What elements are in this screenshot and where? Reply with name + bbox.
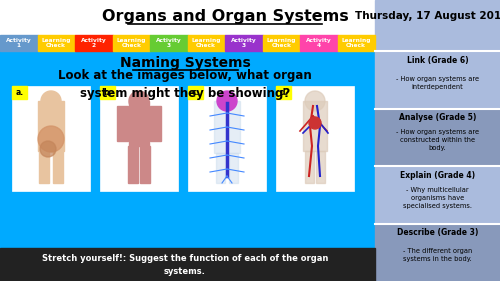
Bar — [229, 153, 238, 183]
Bar — [188, 86, 203, 99]
Bar — [338, 35, 375, 51]
Bar — [112, 35, 150, 51]
Bar — [140, 146, 150, 183]
Text: Learning
Check: Learning Check — [192, 38, 221, 48]
Bar — [300, 35, 338, 51]
Bar — [75, 35, 112, 51]
Text: - How organ systems are
interdependent: - How organ systems are interdependent — [396, 76, 479, 90]
Bar — [316, 151, 325, 183]
Text: Naming Systems: Naming Systems — [120, 56, 250, 70]
Bar — [12, 86, 27, 99]
Text: a.: a. — [16, 88, 24, 97]
Text: Learning
Check: Learning Check — [42, 38, 71, 48]
Text: - Why multicellular
organisms have
specialised systems.: - Why multicellular organisms have speci… — [403, 187, 472, 209]
Bar — [276, 86, 291, 99]
Text: Describe (Grade 3): Describe (Grade 3) — [397, 228, 478, 237]
Text: Thursday, 17 August 2017: Thursday, 17 August 2017 — [355, 11, 500, 21]
Text: c.: c. — [192, 88, 199, 97]
Bar — [39, 151, 49, 183]
Bar — [128, 146, 138, 183]
Bar — [225, 35, 262, 51]
Text: Activity
3: Activity 3 — [156, 38, 182, 48]
Bar — [100, 86, 115, 99]
Text: Learning
Check: Learning Check — [116, 38, 146, 48]
Text: Learning
Check: Learning Check — [342, 38, 371, 48]
Text: d.: d. — [280, 88, 287, 97]
Bar — [38, 101, 64, 151]
Text: Link (Grade 6): Link (Grade 6) — [406, 56, 469, 65]
Circle shape — [309, 117, 321, 129]
Text: Learning
Check: Learning Check — [266, 38, 296, 48]
Bar — [276, 86, 354, 191]
Bar — [150, 106, 161, 141]
Bar — [53, 151, 63, 183]
Circle shape — [41, 91, 61, 111]
Bar — [262, 35, 300, 51]
Text: - The different organ
systems in the body.: - The different organ systems in the bod… — [403, 248, 472, 262]
Text: Organs and Organ Systems: Organs and Organ Systems — [102, 8, 348, 24]
Bar — [129, 101, 149, 146]
Text: Activity
1: Activity 1 — [6, 38, 32, 48]
Bar — [375, 223, 500, 281]
Bar — [117, 106, 128, 141]
Bar — [188, 35, 225, 51]
Bar — [375, 0, 500, 51]
Bar — [214, 101, 240, 153]
Bar — [12, 86, 90, 191]
Text: Analyse (Grade 5): Analyse (Grade 5) — [399, 113, 476, 122]
Bar — [305, 151, 314, 183]
Bar — [375, 51, 500, 108]
Circle shape — [38, 126, 64, 152]
Bar — [38, 35, 75, 51]
Circle shape — [40, 141, 56, 157]
Text: Look at the images below, what organ
system might they be showing?: Look at the images below, what organ sys… — [58, 69, 312, 101]
Bar — [0, 248, 375, 281]
Text: b.: b. — [104, 88, 112, 97]
Bar — [0, 0, 500, 36]
Circle shape — [129, 91, 149, 111]
Text: Stretch yourself!: Suggest the function of each of the organ
systems.: Stretch yourself!: Suggest the function … — [42, 254, 328, 276]
Text: Activity
4: Activity 4 — [306, 38, 332, 48]
Bar — [375, 166, 500, 223]
Bar — [303, 101, 327, 151]
Bar — [150, 35, 188, 51]
Text: Activity
3: Activity 3 — [231, 38, 256, 48]
Circle shape — [217, 91, 237, 111]
Text: - How organ systems are
constructed within the
body.: - How organ systems are constructed with… — [396, 129, 479, 151]
Bar — [216, 153, 225, 183]
Circle shape — [305, 91, 325, 111]
Text: Activity
2: Activity 2 — [81, 38, 106, 48]
Bar — [100, 86, 178, 191]
Bar — [375, 108, 500, 166]
Bar — [0, 35, 38, 51]
Text: Explain (Grade 4): Explain (Grade 4) — [400, 171, 475, 180]
Bar — [188, 86, 266, 191]
Bar — [0, 51, 375, 281]
